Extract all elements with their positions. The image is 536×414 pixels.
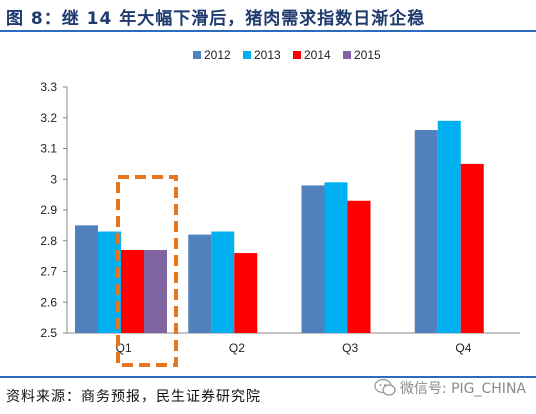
highlight-box [116,175,178,367]
bars [75,120,484,333]
y-tick-label: 2.8 [40,234,57,248]
bar-Q3-2014 [347,200,371,333]
highlight-dashed-box [116,175,178,367]
legend-label-2015: 2015 [354,48,381,62]
bar-Q4-2013 [437,120,461,333]
x-tick-label-Q4: Q4 [455,341,471,355]
legend-swatch-2014 [293,51,301,59]
bar-chart: 2012 2013 2014 2015 2.5 2.6 2.7 2.8 2.9 3 3.1 3.2 3… [40,48,520,367]
watermark: 微信号: PIG_CHINA [374,378,526,398]
legend-label-2013: 2013 [254,48,281,62]
y-tick-label: 2.7 [40,265,57,279]
bar-Q1-2013 [98,231,121,333]
bar-Q2-2013 [211,231,235,333]
title-rule [0,30,536,32]
x-axis: Q1 Q2 Q3 Q4 [67,332,520,355]
bar-Q4-2012 [414,130,438,333]
legend-label-2014: 2014 [304,48,331,62]
source-note: 资料来源：商务预报，民生证券研究院 [6,389,261,405]
x-tick-label-Q2: Q2 [229,341,245,355]
bar-Q1-2012 [75,225,98,333]
bar-Q1-2015 [144,249,167,333]
y-tick-label: 3.2 [40,111,57,125]
bar-Q2-2012 [188,234,212,333]
y-axis: 2.5 2.6 2.7 2.8 2.9 3 3.1 3.2 3.3 [40,80,68,340]
footer-rule [0,376,536,378]
watermark-text: 微信号: PIG_CHINA [399,381,526,397]
y-tick-label: 3.3 [40,80,57,94]
y-tick-label: 3.1 [40,142,57,156]
legend-swatch-2015 [343,51,351,59]
legend-swatch-2013 [243,51,251,59]
legend-swatch-2012 [193,51,201,59]
y-tick-label: 2.5 [40,326,57,340]
y-tick-label: 2.9 [40,203,57,217]
bar-Q3-2013 [324,182,348,333]
bar-Q3-2012 [301,185,325,333]
legend-label-2012: 2012 [204,48,231,62]
bar-Q1-2014 [121,249,144,333]
bar-Q4-2014 [460,163,484,333]
legend: 2012 2013 2014 2015 [193,48,381,62]
figure-title: 图 8：继 14 年大幅下滑后，猪肉需求指数日渐企稳 [6,9,426,29]
x-tick-label-Q3: Q3 [342,341,358,355]
wechat-icon [374,378,396,396]
y-tick-label: 2.6 [40,295,57,309]
bar-Q2-2014 [234,253,258,333]
y-tick-label: 3 [50,172,57,186]
